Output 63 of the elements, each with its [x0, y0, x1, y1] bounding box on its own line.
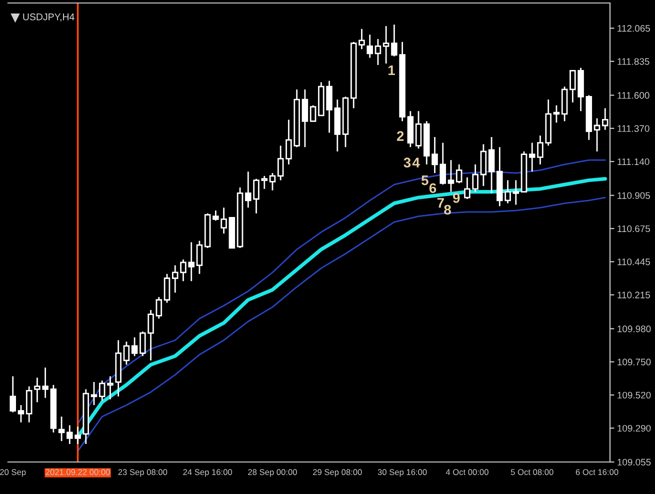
x-tick-label: 5 Oct 08:00 [510, 469, 554, 476]
y-tick-label: 111.600 [618, 92, 650, 99]
candlestick [602, 108, 608, 131]
y-tick-label: 109.520 [618, 392, 651, 399]
annotation: 5 [421, 175, 428, 186]
candlestick [480, 144, 487, 187]
candlestick [196, 240, 203, 275]
candlestick [90, 381, 98, 406]
x-tick-label: 28 Sep 00:00 [248, 469, 297, 477]
candlestick [164, 273, 170, 304]
y-tick-label: 110.445 [618, 258, 650, 266]
candlestick [374, 38, 382, 66]
candlestick [488, 136, 495, 194]
candlestick [131, 336, 138, 357]
candlestick [18, 404, 24, 424]
y-tick-label: 112.065 [618, 25, 650, 32]
candlestick [456, 164, 462, 184]
annotation: 1 [388, 65, 395, 76]
candlestick [528, 142, 536, 172]
candlestick [448, 159, 454, 192]
x-tick-label: 20 Sep [0, 469, 26, 477]
candlestick [382, 25, 390, 64]
y-tick-label: 111.835 [618, 58, 650, 65]
candlestick [10, 376, 16, 413]
text: USDJPY,H4 [23, 13, 74, 22]
annotation: 6 [429, 183, 436, 194]
annotation: 7 [437, 198, 444, 208]
annotation: 3 [404, 158, 411, 168]
x-tick-label: 6 Oct 16:00 [576, 469, 618, 476]
candlestick [310, 104, 316, 122]
y-tick-label: 109.055 [618, 458, 651, 466]
x-tick-label: 24 Sep 16:00 [183, 469, 232, 477]
x-tick-label: 23 Sep 08:00 [118, 469, 168, 477]
candlestick [98, 380, 106, 402]
annotation: 2 [396, 131, 404, 141]
y-tick-label: 110.905 [618, 192, 650, 199]
y-tick-label: 110.675 [618, 225, 650, 232]
candlestick [553, 104, 560, 124]
candlestick [594, 118, 600, 152]
annotation: 8 [444, 204, 451, 215]
candlestick [277, 144, 284, 181]
candlestick [366, 34, 373, 58]
candlestick [26, 386, 32, 424]
candlestick [58, 416, 65, 442]
candlestick [415, 110, 422, 150]
y-tick-label: 109.980 [618, 326, 651, 332]
annotation: 4 [412, 158, 420, 168]
y-tick-label: 109.290 [618, 424, 651, 432]
x-tick-label: 4 Oct 00:00 [446, 469, 488, 476]
candlestick [156, 296, 162, 320]
candlestick [302, 88, 308, 148]
x-tick-label: 29 Sep 08:00 [313, 469, 362, 477]
candlestick [107, 376, 114, 400]
x-tick-label: 2021.09.22 00:00 [46, 469, 110, 476]
candlestick [123, 340, 130, 366]
candlestick [512, 180, 520, 206]
y-tick-label: 111.370 [618, 125, 650, 132]
annotation: 9 [453, 193, 460, 203]
y-tick-label: 109.750 [618, 358, 651, 366]
y-tick-label: 110.215 [618, 292, 650, 298]
y-tick-label: 111.140 [618, 158, 650, 166]
candlestick [269, 172, 276, 192]
x-tick-label: 30 Sep 16:00 [378, 469, 427, 477]
